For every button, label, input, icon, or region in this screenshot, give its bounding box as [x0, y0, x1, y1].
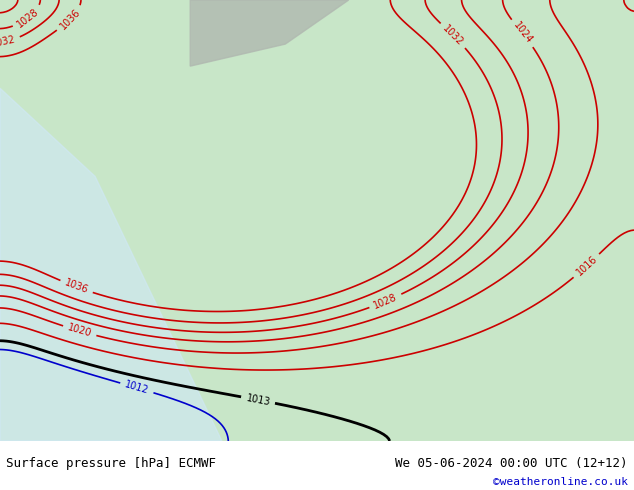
Text: 1032: 1032	[0, 34, 16, 49]
Polygon shape	[190, 0, 349, 66]
Text: 1012: 1012	[124, 380, 150, 396]
Text: 1020: 1020	[67, 323, 93, 339]
Text: 1013: 1013	[245, 393, 271, 407]
Text: 1024: 1024	[511, 21, 534, 46]
Text: Surface pressure [hPa] ECMWF: Surface pressure [hPa] ECMWF	[6, 457, 216, 469]
Text: 1016: 1016	[574, 254, 599, 278]
Text: 1036: 1036	[63, 278, 89, 296]
Text: 1028: 1028	[15, 6, 41, 29]
Text: ©weatheronline.co.uk: ©weatheronline.co.uk	[493, 477, 628, 488]
Text: 1028: 1028	[372, 292, 399, 311]
Polygon shape	[0, 88, 222, 441]
Text: We 05-06-2024 00:00 UTC (12+12): We 05-06-2024 00:00 UTC (12+12)	[395, 457, 628, 469]
Text: 1032: 1032	[441, 23, 465, 48]
Text: 1036: 1036	[58, 7, 82, 31]
